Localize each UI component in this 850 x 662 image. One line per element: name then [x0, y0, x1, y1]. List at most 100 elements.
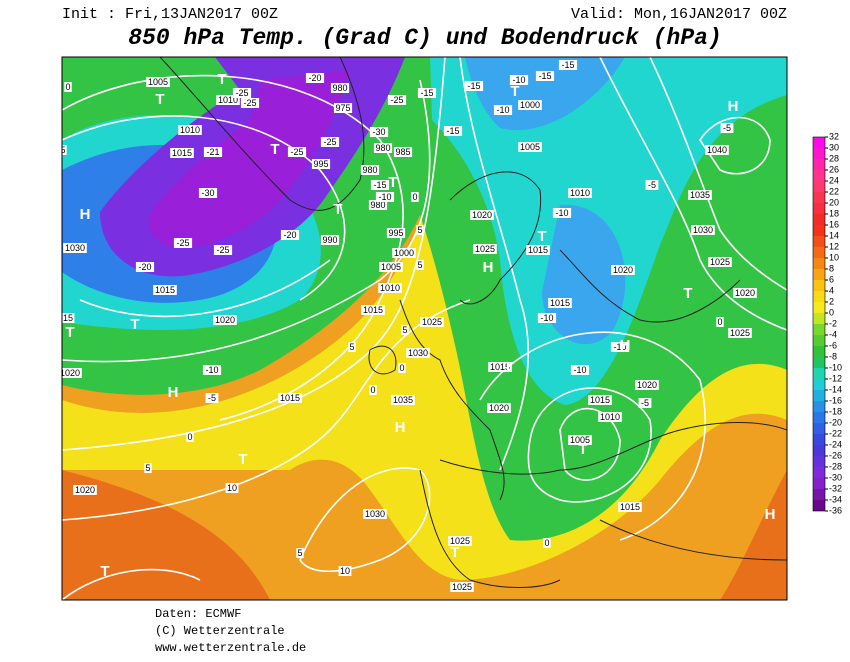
pressure-center: H — [728, 98, 739, 115]
isotherm-label: -15 — [538, 71, 551, 81]
map-labels: 1005101010101015103010151020102010201015… — [62, 60, 775, 592]
label-box — [470, 210, 494, 220]
label-box — [320, 235, 340, 245]
colorbar-label: 16 — [829, 219, 839, 229]
label-box — [178, 125, 202, 135]
colorbar-label: -22 — [829, 428, 842, 438]
isobar-label: 980 — [370, 200, 385, 210]
label-box — [173, 238, 193, 248]
label-box — [379, 262, 403, 272]
pressure-center: H — [620, 337, 631, 354]
label-box — [548, 298, 572, 308]
map-title: 850 hPa Temp. (Grad C) und Bodendruck (h… — [128, 25, 722, 51]
isotherm-label: -10 — [496, 105, 509, 115]
label-box — [62, 145, 67, 155]
label-box — [373, 143, 393, 153]
colorbar-label: 12 — [829, 241, 839, 251]
label-box — [518, 100, 542, 110]
isobars — [62, 57, 787, 600]
isotherm-label: -25 — [216, 245, 229, 255]
label-box — [618, 502, 642, 512]
isobar-label: 990 — [322, 235, 337, 245]
isobar-label: 1030 — [693, 225, 713, 235]
label-box — [443, 126, 463, 136]
pressure-center: T — [578, 441, 587, 458]
isobar-label: 980 — [332, 83, 347, 93]
isotherm-label: -25 — [243, 98, 256, 108]
isotherm-label: 15 — [63, 313, 73, 323]
label-box — [387, 95, 407, 105]
label-box — [645, 180, 659, 190]
isobar-label: 985 — [395, 147, 410, 157]
colorbar-label: 22 — [829, 186, 839, 196]
label-box — [369, 385, 377, 395]
isobar-label: 1010 — [180, 125, 200, 135]
isotherm-label: -20 — [308, 73, 321, 83]
label-box — [728, 328, 752, 338]
label-box — [225, 483, 239, 493]
isotherm-label: -25 — [235, 88, 248, 98]
isotherm-label: -10 — [512, 75, 525, 85]
label-box — [406, 348, 430, 358]
isotherm-label: 0 — [65, 82, 70, 92]
region-dark-orange — [720, 470, 787, 600]
colorbar-label: -10 — [829, 362, 842, 372]
label-box — [638, 398, 652, 408]
label-box — [417, 88, 437, 98]
label-box — [393, 147, 413, 157]
isobar-label: 1010 — [570, 188, 590, 198]
isobar-label: 1015 — [363, 305, 383, 315]
isobar-label: 1030 — [408, 348, 428, 358]
label-box — [146, 77, 170, 87]
colorbar-label: -34 — [829, 494, 842, 504]
pressure-center: H — [483, 259, 494, 276]
colorbar-label: -36 — [829, 505, 842, 515]
colorbar-label: -4 — [829, 329, 837, 339]
label-box — [213, 315, 237, 325]
label-box — [733, 288, 757, 298]
colorbar-band — [813, 500, 825, 511]
label-box — [203, 147, 223, 157]
label-box — [333, 103, 353, 113]
isotherm-label: -10 — [573, 365, 586, 375]
label-box — [386, 228, 406, 238]
colorbar-band — [813, 280, 825, 291]
colorbar-band — [813, 357, 825, 368]
colorbar-label: 20 — [829, 197, 839, 207]
colorbar-band — [813, 335, 825, 346]
isotherm-label: -25 — [390, 95, 403, 105]
isotherm-label: 0 — [717, 317, 722, 327]
colorbar-band — [813, 302, 825, 313]
isobar-label: 1040 — [707, 145, 727, 155]
colorbar-label: -8 — [829, 351, 837, 361]
label-box — [488, 362, 512, 372]
isobar-label: 1005 — [148, 77, 168, 87]
isotherm-label: -20 — [283, 230, 296, 240]
label-box — [401, 325, 409, 335]
label-box — [509, 75, 529, 85]
coastlines — [159, 57, 787, 588]
label-box — [568, 435, 592, 445]
label-box — [186, 432, 194, 442]
colorbar-label: 10 — [829, 252, 839, 262]
isotherm-label: 5 — [417, 225, 422, 235]
label-box — [62, 313, 75, 323]
label-box — [708, 257, 732, 267]
label-box — [240, 98, 260, 108]
label-box — [63, 243, 87, 253]
map: 1005101010101015103010151020102010201015… — [62, 57, 787, 600]
colorbar-label: -6 — [829, 340, 837, 350]
colorbar-band — [813, 192, 825, 203]
isobar-label: 1020 — [472, 210, 492, 220]
colorbar-label: -16 — [829, 395, 842, 405]
label-box — [205, 393, 219, 403]
colorbar-label: -30 — [829, 472, 842, 482]
label-box — [363, 509, 387, 519]
label-box — [518, 142, 542, 152]
colorbar-label: -2 — [829, 318, 837, 328]
label-box — [568, 188, 592, 198]
label-box — [448, 536, 472, 546]
label-box — [216, 95, 240, 105]
isobar-label: 995 — [313, 159, 328, 169]
